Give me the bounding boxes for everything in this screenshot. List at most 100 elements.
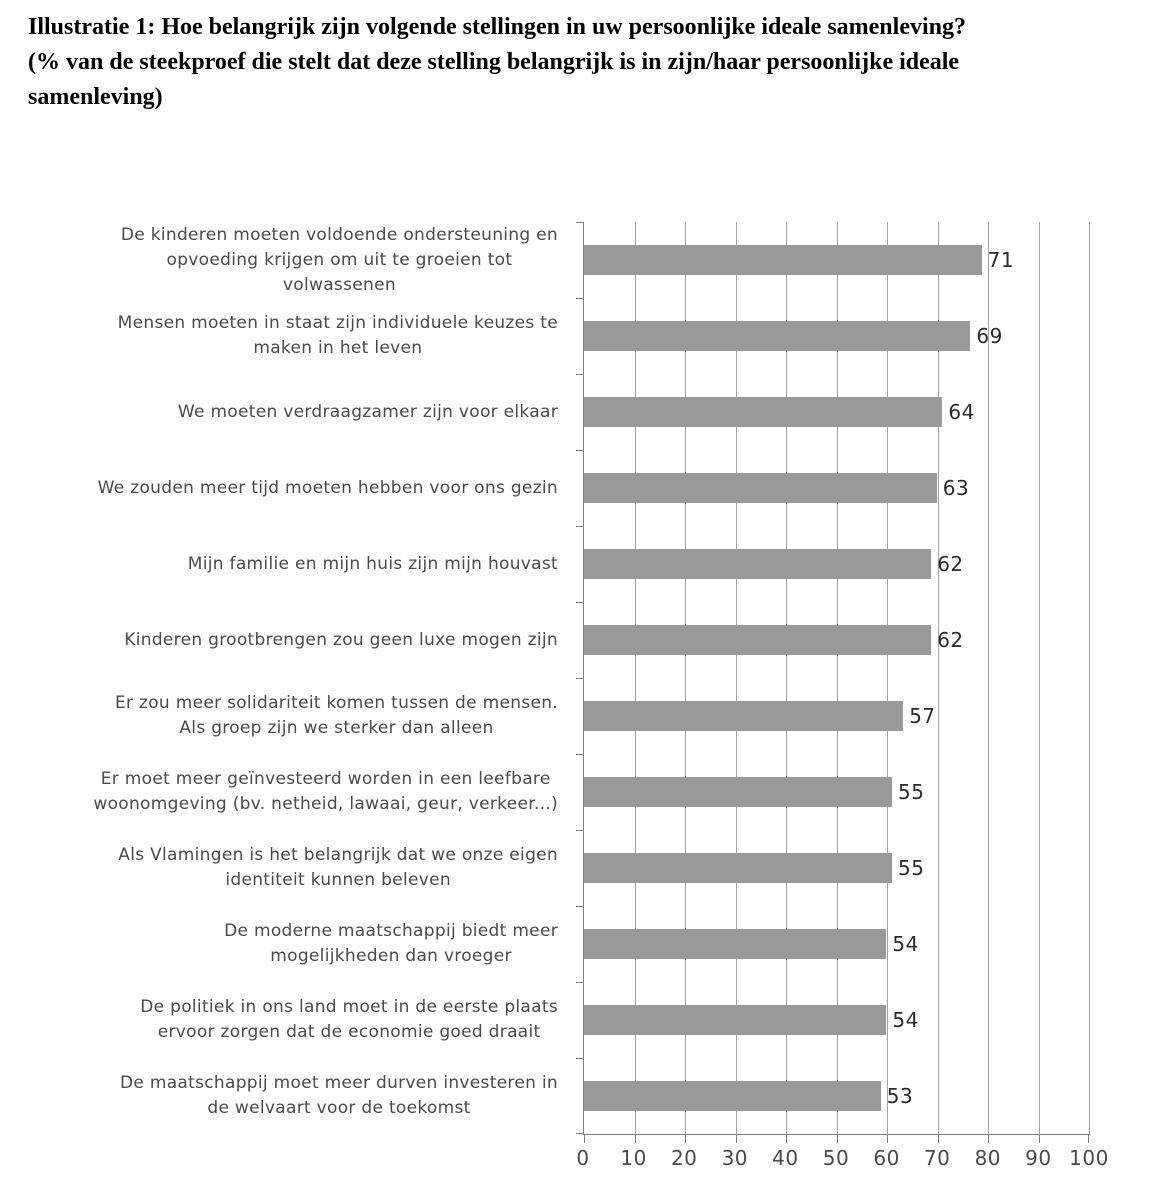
y-axis-tick — [576, 450, 584, 451]
gridline — [836, 222, 838, 1134]
bar — [584, 397, 943, 427]
x-tick-label: 10 — [620, 1146, 647, 1170]
category-label-text: De moderne maatschappij biedt meer mogel… — [224, 921, 558, 966]
category-label: Als Vlamingen is het belangrijk dat we o… — [0, 830, 570, 906]
x-axis-tick-labels: 0 10 20 30 40 50 60 70 80 90 100 — [576, 1146, 1108, 1176]
gridline — [634, 222, 636, 1134]
gridline — [685, 222, 686, 1134]
category-label-text: Mensen moeten in staat zijn individuele … — [117, 313, 558, 358]
category-label-text: Er zou meer solidariteit komen tussen de… — [114, 693, 558, 738]
x-axis-tick — [1038, 1134, 1040, 1143]
category-label-text: Kinderen grootbrengen zou geen luxe moge… — [124, 629, 558, 650]
category-label: Kinderen grootbrengen zou geen luxe moge… — [0, 602, 570, 678]
bar-value-label: 64 — [948, 400, 975, 424]
x-axis-tick — [634, 1134, 636, 1143]
bar-row: 54 — [584, 906, 1144, 982]
bar — [584, 473, 937, 503]
bar-row: 57 — [584, 678, 1144, 754]
y-axis-tick — [576, 602, 584, 603]
bar-row: 53 — [584, 1058, 1144, 1134]
bar-row: 54 — [584, 982, 1144, 1058]
bar — [584, 321, 971, 351]
bar-row: 71 — [584, 222, 1144, 298]
bar-value-label: 55 — [898, 856, 925, 880]
bar-value-label: 69 — [976, 324, 1003, 348]
y-axis-tick — [576, 830, 584, 831]
x-tick-label: 60 — [873, 1146, 900, 1170]
x-tick-label: 70 — [923, 1146, 951, 1170]
y-axis-tick — [576, 754, 584, 755]
bar-value-label: 55 — [898, 780, 925, 804]
x-axis-tick — [887, 1134, 888, 1143]
x-axis-tick — [735, 1134, 737, 1143]
bar-row: 55 — [584, 754, 1144, 830]
category-label-text: Mijn familie en mijn huis zijn mijn houv… — [187, 553, 558, 574]
category-label-text: Als Vlamingen is het belangrijk dat we o… — [118, 845, 558, 890]
bar — [584, 549, 932, 579]
x-tick-label: 80 — [974, 1146, 1002, 1170]
x-tick-label: 100 — [1069, 1146, 1109, 1170]
plot-area: 71 69 64 63 62 62 57 55 55 54 54 53 — [576, 222, 1090, 1143]
bar — [584, 1005, 887, 1035]
bar-value-label: 54 — [892, 932, 919, 956]
category-label: We zouden meer tijd moeten hebben voor o… — [0, 450, 570, 526]
gridline — [786, 222, 787, 1134]
category-label: Er moet meer geïnvesteerd worden in een … — [0, 754, 570, 830]
category-label-text: We moeten verdraagzamer zijn voor elkaar — [177, 401, 558, 422]
category-label: De politiek in ons land moet in de eerst… — [0, 982, 570, 1058]
x-axis-tick — [584, 1134, 585, 1143]
bar-value-label: 54 — [892, 1008, 919, 1032]
category-label: We moeten verdraagzamer zijn voor elkaar — [0, 374, 570, 450]
y-axis-tick — [576, 222, 584, 223]
gridline — [1038, 222, 1040, 1134]
x-tick-label: 40 — [772, 1146, 799, 1170]
category-axis-labels: De kinderen moeten voldoende ondersteuni… — [0, 222, 570, 1134]
x-axis-tick — [988, 1134, 989, 1143]
bar-row: 62 — [584, 526, 1144, 602]
category-label: Mensen moeten in staat zijn individuele … — [0, 298, 570, 374]
bar-row: 62 — [584, 602, 1144, 678]
category-label: Mijn familie en mijn huis zijn mijn houv… — [0, 526, 570, 602]
gridline — [937, 222, 939, 1134]
x-tick-label: 0 — [576, 1146, 590, 1170]
x-tick-label: 50 — [822, 1146, 850, 1170]
bar-value-label: 71 — [987, 248, 1015, 272]
bar — [584, 245, 982, 275]
category-label-text: De kinderen moeten voldoende ondersteuni… — [120, 224, 558, 295]
x-tick-label: 90 — [1025, 1146, 1052, 1170]
category-label: De moderne maatschappij biedt meer mogel… — [0, 906, 570, 982]
x-tick-label: 30 — [721, 1146, 749, 1170]
category-label: Er zou meer solidariteit komen tussen de… — [0, 678, 570, 754]
gridline — [735, 222, 737, 1134]
bar-value-label: 62 — [937, 628, 964, 652]
category-label: De maatschappij moet meer durven investe… — [0, 1058, 570, 1134]
category-label-text: Er moet meer geïnvesteerd worden in een … — [93, 769, 558, 814]
x-tick-label: 20 — [670, 1146, 698, 1170]
x-axis-tick — [937, 1134, 939, 1143]
category-label-text: De maatschappij moet meer durven investe… — [119, 1073, 558, 1118]
gridline — [887, 222, 888, 1134]
y-axis-tick — [576, 1133, 584, 1134]
x-axis-tick — [836, 1134, 838, 1143]
y-axis-tick — [576, 906, 584, 907]
bar — [584, 853, 892, 883]
bar-row: 55 — [584, 830, 1144, 906]
y-axis-tick — [576, 678, 584, 679]
bar-value-label: 57 — [909, 704, 936, 728]
x-axis-tick — [786, 1134, 787, 1143]
y-axis-tick — [576, 982, 584, 983]
category-label-text: De politiek in ons land moet in de eerst… — [140, 997, 558, 1042]
y-axis-tick — [576, 1058, 584, 1059]
bar-value-label: 62 — [937, 552, 964, 576]
bar — [584, 777, 892, 807]
bar — [584, 1081, 881, 1111]
y-axis-tick — [576, 526, 584, 527]
bar — [584, 701, 904, 731]
bar — [584, 929, 887, 959]
category-label: De kinderen moeten voldoende ondersteuni… — [0, 222, 570, 298]
x-axis-tick — [1088, 1134, 1089, 1143]
bar-value-label: 53 — [886, 1084, 914, 1108]
bar — [584, 625, 932, 655]
bar-value-label: 63 — [942, 476, 970, 500]
